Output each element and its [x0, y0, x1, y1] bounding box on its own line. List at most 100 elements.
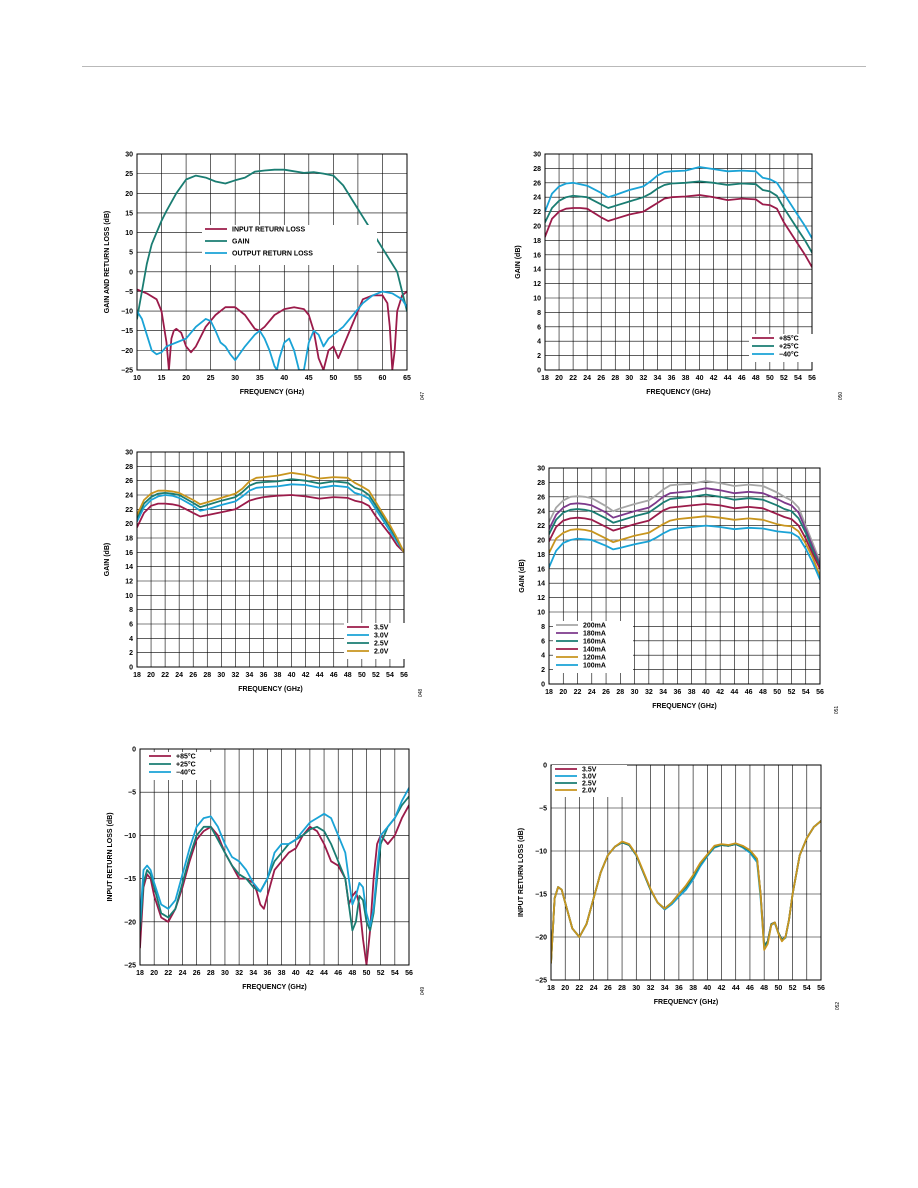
- x-tick-label: 40: [292, 970, 300, 977]
- x-tick-label: 24: [583, 375, 591, 382]
- y-tick-label: 10: [125, 230, 133, 237]
- y-axis-label: GAIN (dB): [104, 543, 111, 576]
- legend-label: 2.5V: [374, 641, 389, 648]
- x-tick-label: 24: [179, 970, 187, 977]
- x-tick-label: 20: [182, 375, 190, 382]
- y-tick-label: 12: [125, 579, 133, 586]
- x-tick-label: 65: [403, 375, 411, 382]
- y-tick-label: −15: [535, 892, 547, 899]
- legend-label: 180mA: [583, 631, 606, 638]
- y-tick-label: −10: [124, 833, 136, 840]
- y-tick-label: −5: [125, 289, 133, 296]
- x-tick-label: 18: [133, 672, 141, 679]
- series-group: [140, 787, 409, 965]
- legend-label: −40°C: [779, 351, 799, 359]
- x-axis-label: FREQUENCY (GHz): [652, 703, 716, 710]
- x-tick-label: 28: [618, 985, 626, 992]
- page-header-rule: [82, 66, 866, 67]
- x-tick-label: 30: [632, 985, 640, 992]
- x-tick-label: 15: [158, 375, 166, 382]
- x-tick-label: 42: [716, 689, 724, 696]
- chart-c3: 18 20 22 24 26 28 30 32 34 36 38 40 42 44 46 48 50 52 54 56…: [104, 450, 424, 698]
- series-line-1: [549, 480, 820, 563]
- y-tick-label: −15: [121, 328, 133, 335]
- x-tick-label: 36: [668, 375, 676, 382]
- x-tick-label: 22: [574, 689, 582, 696]
- y-tick-label: 0: [132, 747, 136, 754]
- plot-frame: [550, 764, 822, 981]
- series-line-2: [549, 487, 820, 566]
- y-tick-label: 0: [129, 269, 133, 276]
- y-tick-label: −25: [121, 368, 133, 375]
- y-tick-label: 12: [533, 281, 541, 288]
- plot-frame: [139, 748, 410, 966]
- x-tick-label: 20: [147, 672, 155, 679]
- series-line-1: [140, 804, 409, 965]
- y-tick-label: 4: [537, 339, 541, 346]
- series-line-1: [137, 494, 404, 554]
- y-tick-label: 26: [537, 494, 545, 501]
- x-tick-label: 34: [246, 672, 254, 679]
- y-tick-label: 14: [537, 581, 545, 588]
- x-tick-label: 32: [231, 672, 239, 679]
- legend-label: 3.5V: [582, 767, 597, 774]
- x-tick-label: 54: [794, 375, 802, 382]
- legend-background: [202, 225, 377, 265]
- series-line-3: [137, 290, 407, 370]
- x-tick-label: 42: [302, 672, 310, 679]
- x-tick-label: 50: [766, 375, 774, 382]
- legend-label: +85°C: [779, 335, 799, 343]
- x-axis-label: FREQUENCY (GHz): [240, 389, 304, 396]
- x-tick-label: 52: [377, 970, 385, 977]
- x-tick-label: 52: [780, 375, 788, 382]
- plot-frame: [544, 153, 813, 371]
- y-tick-label: 0: [543, 763, 547, 770]
- series-line-3: [140, 787, 409, 927]
- legend-background: [344, 623, 419, 659]
- x-tick-label: 46: [745, 689, 753, 696]
- chart-c5: 18 20 22 24 26 28 30 32 34 36 38 40 42 44 46 48 50 52 54 56…: [107, 747, 426, 996]
- x-tick-label: 26: [597, 375, 605, 382]
- y-axis-label: GAIN AND RETURN LOSS (dB): [104, 211, 111, 313]
- x-tick-label: 34: [659, 689, 667, 696]
- chart-c2: 18 20 22 24 26 28 30 32 34 36 38 40 42 44 46 48 50 52 54 56…: [515, 152, 844, 401]
- x-tick-label: 18: [547, 985, 555, 992]
- y-tick-label: −25: [124, 963, 136, 970]
- x-tick-label: 30: [217, 672, 225, 679]
- chart-c6: 18 20 22 24 26 28 30 32 34 36 38 40 42 44 46 48 50 52 54 56…: [518, 763, 841, 1011]
- y-tick-label: 20: [125, 191, 133, 198]
- x-tick-label: 46: [738, 375, 746, 382]
- series-line-5: [549, 515, 820, 577]
- y-tick-label: 30: [125, 152, 133, 159]
- y-tick-label: 2: [129, 650, 133, 657]
- y-tick-label: 10: [125, 593, 133, 600]
- figure-id: 051: [834, 706, 840, 715]
- series-line-4: [137, 471, 404, 554]
- plot-area: [551, 765, 821, 980]
- y-tick-label: 2: [541, 667, 545, 674]
- x-tick-label: 52: [788, 689, 796, 696]
- x-tick-label: 28: [203, 672, 211, 679]
- y-tick-label: 30: [533, 152, 541, 159]
- x-tick-label: 46: [746, 985, 754, 992]
- y-tick-label: 12: [537, 595, 545, 602]
- legend-label: 2.0V: [582, 788, 597, 795]
- x-tick-label: 22: [576, 985, 584, 992]
- y-tick-label: 2: [537, 353, 541, 360]
- x-tick-label: 42: [306, 970, 314, 977]
- x-tick-label: 50: [329, 375, 337, 382]
- y-tick-label: 6: [537, 324, 541, 331]
- x-tick-label: 50: [774, 985, 782, 992]
- series-line-6: [549, 524, 820, 581]
- x-tick-label: 24: [175, 672, 183, 679]
- x-tick-label: 40: [280, 375, 288, 382]
- x-tick-label: 50: [773, 689, 781, 696]
- x-tick-label: 20: [150, 970, 158, 977]
- x-tick-label: 18: [136, 970, 144, 977]
- y-tick-label: 28: [533, 166, 541, 173]
- plot-frame: [136, 153, 408, 371]
- x-axis-label: FREQUENCY (GHz): [654, 999, 718, 1006]
- plot-area: [140, 749, 409, 965]
- y-tick-label: 22: [537, 523, 545, 530]
- y-tick-label: 0: [537, 368, 541, 375]
